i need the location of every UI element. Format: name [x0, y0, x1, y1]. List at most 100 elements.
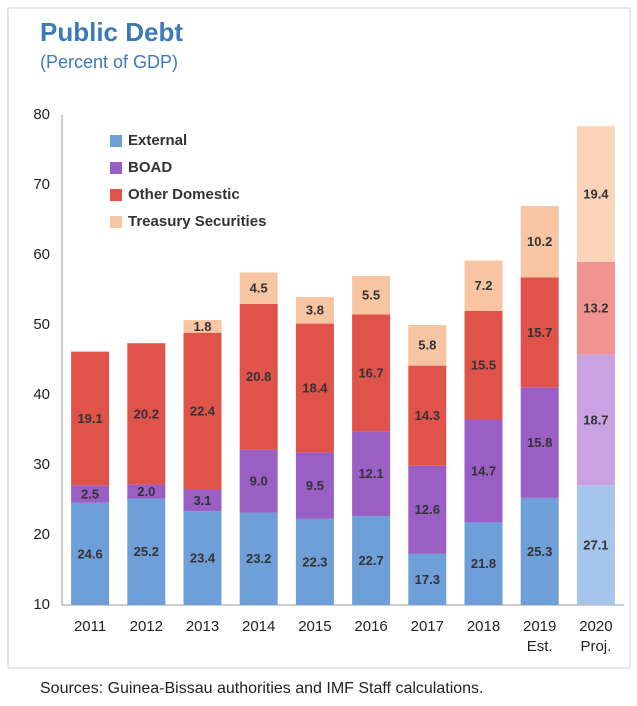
value-label: 15.5: [471, 358, 496, 373]
value-label: 9.5: [306, 478, 324, 493]
bar-segment: [127, 343, 166, 485]
value-label: 22.4: [190, 404, 216, 419]
value-label: 3.8: [306, 303, 324, 318]
value-label: 12.1: [358, 466, 383, 481]
bar-segment: [408, 553, 447, 605]
legend-swatch: [110, 135, 122, 147]
value-label: 23.2: [246, 551, 271, 566]
bar-segment: [127, 498, 166, 605]
bar-segment: [71, 502, 110, 605]
source-note: Sources: Guinea-Bissau authorities and I…: [40, 680, 483, 697]
bar-segment: [520, 497, 559, 605]
value-label: 7.2: [474, 278, 492, 293]
value-label: 15.7: [527, 325, 552, 340]
bar-segment: [239, 512, 278, 605]
bar-segment: [408, 365, 447, 466]
value-label: 2.0: [137, 484, 155, 499]
x-tick-label: 2016: [354, 618, 387, 635]
bar-segment: [183, 320, 222, 333]
y-tick-label: 50: [33, 316, 50, 333]
value-label: 25.2: [134, 544, 159, 559]
bar-segment: [239, 304, 278, 450]
x-tick-label: 2018: [467, 618, 500, 635]
bar-segment: [352, 314, 391, 432]
x-tick-label: 2015: [298, 618, 331, 635]
bar-segment: [295, 452, 334, 519]
value-label: 20.8: [246, 369, 271, 384]
value-label: 12.6: [415, 502, 440, 517]
value-label: 25.3: [527, 544, 552, 559]
value-label: 13.2: [583, 301, 608, 316]
bar-segment: [71, 351, 110, 486]
value-label: 23.4: [190, 551, 216, 566]
y-tick-label: 60: [33, 246, 50, 263]
bar-segment: [352, 276, 391, 315]
frame: [7, 7, 631, 669]
bar-segment: [576, 126, 615, 262]
value-label: 3.1: [193, 493, 211, 508]
bar-segment: [71, 485, 110, 503]
value-label: 17.3: [415, 572, 440, 587]
value-label: 19.1: [77, 411, 102, 426]
legend-label: BOAD: [128, 159, 172, 176]
bar-segment: [576, 485, 615, 605]
legend-label: Other Domestic: [128, 186, 240, 203]
bar-segment: [295, 518, 334, 605]
bar-segment: [352, 516, 391, 605]
value-label: 19.4: [583, 187, 609, 202]
y-tick-label: 70: [33, 176, 50, 193]
bar-segment: [239, 272, 278, 304]
bar-segment: [183, 511, 222, 605]
bar-segment: [464, 419, 503, 523]
value-label: 18.7: [583, 412, 608, 427]
x-tick-sublabel: Proj.: [580, 638, 611, 655]
bar-segment: [127, 484, 166, 499]
bar-segment: [576, 262, 615, 355]
legend-swatch: [110, 189, 122, 201]
bar-segment: [464, 522, 503, 605]
x-tick-label: 2020: [579, 618, 612, 635]
chart-title: Public Debt: [40, 17, 183, 47]
x-tick-label: 2019: [523, 618, 556, 635]
value-label: 5.5: [362, 288, 380, 303]
value-label: 14.7: [471, 463, 496, 478]
bar-segment: [520, 387, 559, 498]
bar-segment: [239, 449, 278, 513]
x-tick-label: 2011: [74, 618, 106, 635]
y-tick-label: 10: [33, 596, 50, 613]
value-label: 22.7: [358, 553, 383, 568]
value-label: 27.1: [583, 538, 608, 553]
value-label: 18.4: [302, 380, 328, 395]
value-label: 2.5: [81, 486, 99, 501]
x-tick-sublabel: Est.: [527, 638, 553, 655]
bar-segment: [352, 431, 391, 517]
legend-label: External: [128, 132, 187, 149]
bar-segment: [520, 206, 559, 278]
bar-segment: [183, 489, 222, 512]
x-tick-label: 2013: [186, 618, 219, 635]
bar-segment: [295, 323, 334, 453]
bar-segment: [464, 260, 503, 311]
legend-label: Treasury Securities: [128, 213, 266, 230]
value-label: 16.7: [358, 365, 383, 380]
legend-swatch: [110, 162, 122, 174]
y-tick-label: 30: [33, 456, 50, 473]
chart-subtitle: (Percent of GDP): [40, 52, 178, 72]
x-tick-label: 2014: [242, 618, 275, 635]
y-tick-label: 20: [33, 526, 50, 543]
value-label: 24.6: [77, 546, 102, 561]
value-label: 15.8: [527, 435, 552, 450]
value-label: 5.8: [418, 338, 436, 353]
legend-swatch: [110, 216, 122, 228]
value-label: 21.8: [471, 556, 496, 571]
bar-segment: [295, 297, 334, 324]
value-label: 4.5: [250, 281, 268, 296]
bar-segment: [408, 325, 447, 366]
bar-segment: [464, 311, 503, 420]
y-tick-label: 80: [33, 106, 50, 123]
bar-segment: [576, 354, 615, 486]
bar-segment: [408, 465, 447, 554]
y-tick-label: 40: [33, 386, 50, 403]
x-tick-label: 2012: [130, 618, 163, 635]
